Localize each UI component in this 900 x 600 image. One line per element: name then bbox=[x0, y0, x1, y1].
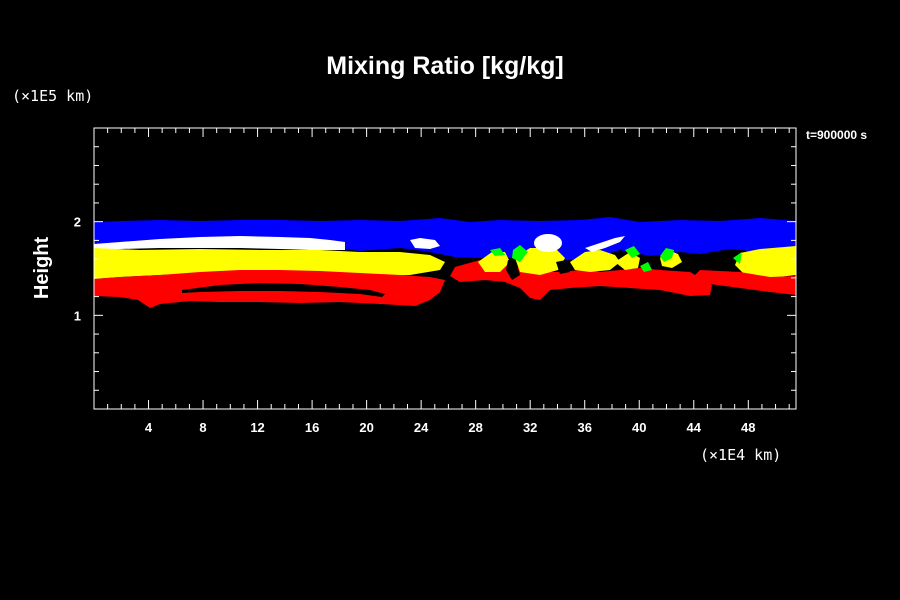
yellow-band bbox=[94, 248, 445, 279]
plume-green-3 bbox=[625, 246, 640, 258]
yellow-band-right bbox=[735, 246, 796, 278]
y-tick-label: 1 bbox=[74, 308, 81, 323]
black-arc bbox=[182, 283, 385, 297]
y-unit-label: (×1E5 km) bbox=[12, 87, 93, 105]
plume-white-1 bbox=[534, 234, 562, 252]
time-label: t=900000 s bbox=[806, 128, 867, 142]
plume-yellow-3 bbox=[570, 250, 620, 272]
red-band-right bbox=[690, 270, 796, 295]
plume-green-4 bbox=[660, 248, 674, 262]
blue-band bbox=[94, 217, 796, 262]
black-gap-1 bbox=[506, 260, 520, 280]
plume-yellow-1 bbox=[478, 252, 510, 272]
plot-frame bbox=[93, 127, 797, 410]
x-tick-label: 36 bbox=[577, 420, 591, 435]
chart-title: Mixing Ratio [kg/kg] bbox=[326, 52, 564, 80]
x-tick-label: 8 bbox=[199, 420, 206, 435]
plume-green-5 bbox=[640, 262, 652, 272]
plume-yellow-2 bbox=[515, 248, 565, 275]
y-axis-label: Height bbox=[31, 237, 53, 300]
x-tick-label: 28 bbox=[468, 420, 482, 435]
x-unit-label: (×1E4 km) bbox=[700, 446, 781, 464]
x-tick-label: 44 bbox=[687, 420, 702, 435]
x-tick-label: 24 bbox=[414, 420, 429, 435]
x-tick-label: 16 bbox=[305, 420, 319, 435]
x-tick-label: 48 bbox=[741, 420, 755, 435]
plume-green-2 bbox=[512, 245, 528, 262]
x-tick-label: 20 bbox=[359, 420, 373, 435]
y-axis: 12 bbox=[74, 146, 796, 391]
x-tick-label: 12 bbox=[250, 420, 264, 435]
green-edge-right bbox=[733, 252, 742, 264]
x-tick-label: 4 bbox=[145, 420, 153, 435]
x-tick-label: 32 bbox=[523, 420, 537, 435]
x-axis: 4 8 12 16 20 24 28 32 36 40 44 48 bbox=[107, 128, 790, 435]
y-tick-label: 2 bbox=[74, 215, 81, 230]
white-band bbox=[94, 236, 345, 250]
black-gap-2 bbox=[556, 260, 570, 274]
x-tick-label: 40 bbox=[632, 420, 646, 435]
plume-green-1 bbox=[490, 248, 505, 256]
plume-white-2 bbox=[585, 236, 625, 252]
plot-area bbox=[93, 127, 797, 410]
white-blob-left bbox=[410, 238, 440, 249]
